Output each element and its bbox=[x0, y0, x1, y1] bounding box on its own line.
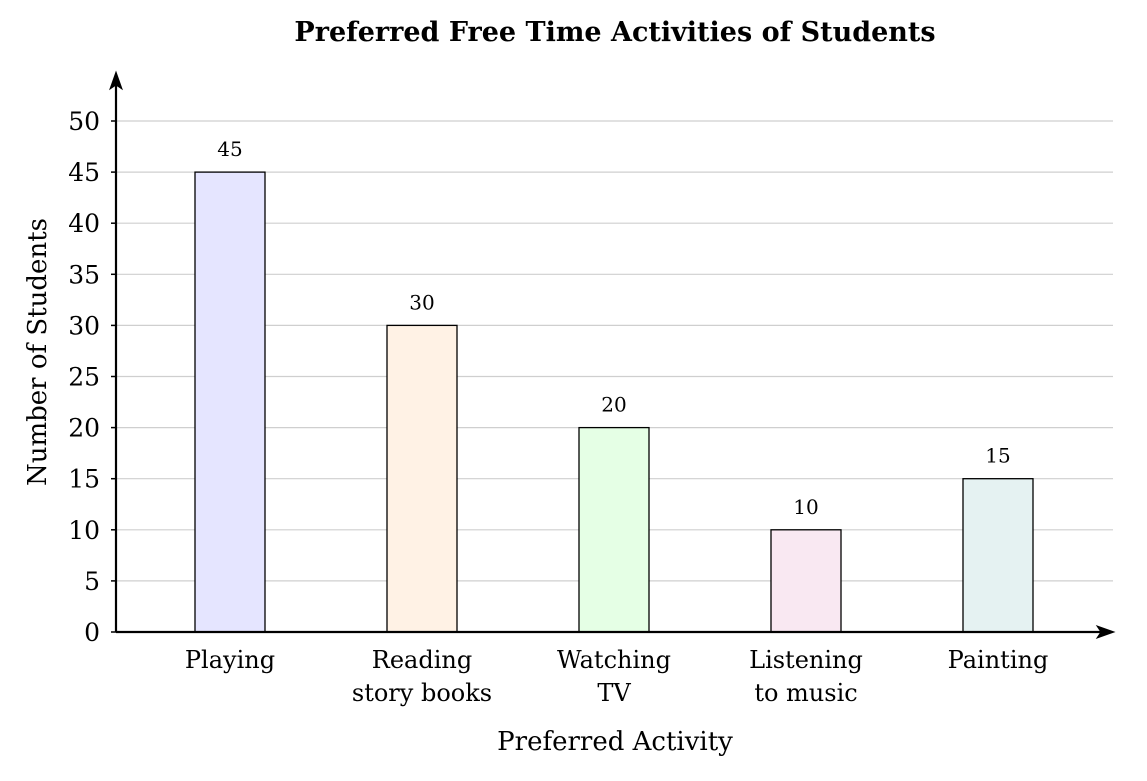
x-tick-label: Playing bbox=[185, 646, 275, 674]
x-axis-label: Preferred Activity bbox=[497, 727, 733, 757]
bar bbox=[578, 426, 650, 633]
data-label: 45 bbox=[217, 137, 242, 161]
y-tick-label: 20 bbox=[68, 414, 100, 443]
y-axis-label: Number of Students bbox=[23, 218, 53, 486]
y-tick-label: 0 bbox=[84, 618, 100, 647]
data-label: 15 bbox=[985, 444, 1010, 468]
y-tick-label: 35 bbox=[68, 260, 100, 289]
y-tick-label: 50 bbox=[68, 107, 100, 136]
data-label: 20 bbox=[601, 393, 626, 417]
y-tick-label: 40 bbox=[68, 209, 100, 238]
bar bbox=[194, 171, 266, 633]
data-label: 10 bbox=[793, 495, 818, 519]
data-label: 30 bbox=[409, 290, 434, 314]
x-tick-label: Painting bbox=[948, 646, 1049, 674]
y-tick-label: 5 bbox=[84, 567, 100, 596]
x-tick-label: story books bbox=[352, 679, 492, 707]
y-tick-label: 10 bbox=[68, 516, 100, 545]
grid-lines bbox=[116, 120, 1113, 582]
x-tick-label: to music bbox=[754, 679, 857, 707]
x-tick-label: Watching bbox=[557, 646, 671, 674]
chart-title: Preferred Free Time Activities of Studen… bbox=[294, 17, 935, 48]
x-axis-arrow bbox=[1095, 625, 1116, 639]
data-labels: 45 30 20 10 15 bbox=[217, 137, 1010, 519]
y-tick-label: 45 bbox=[68, 158, 100, 187]
y-axis-arrow bbox=[109, 70, 123, 91]
x-tick-label: Listening bbox=[749, 646, 863, 674]
y-tick-label: 15 bbox=[68, 465, 100, 494]
x-tick-label: Reading bbox=[372, 646, 472, 674]
y-tick-label: 30 bbox=[68, 311, 100, 340]
y-tick-labels: 0 5 10 15 20 25 30 35 40 45 50 bbox=[68, 107, 116, 647]
x-tick-labels: Playing Reading story books Watching TV Liste… bbox=[185, 646, 1048, 707]
x-tick-label: TV bbox=[597, 679, 631, 707]
bar bbox=[962, 478, 1034, 633]
bar bbox=[386, 324, 458, 633]
y-tick-label: 25 bbox=[68, 363, 100, 392]
bar bbox=[770, 529, 842, 633]
